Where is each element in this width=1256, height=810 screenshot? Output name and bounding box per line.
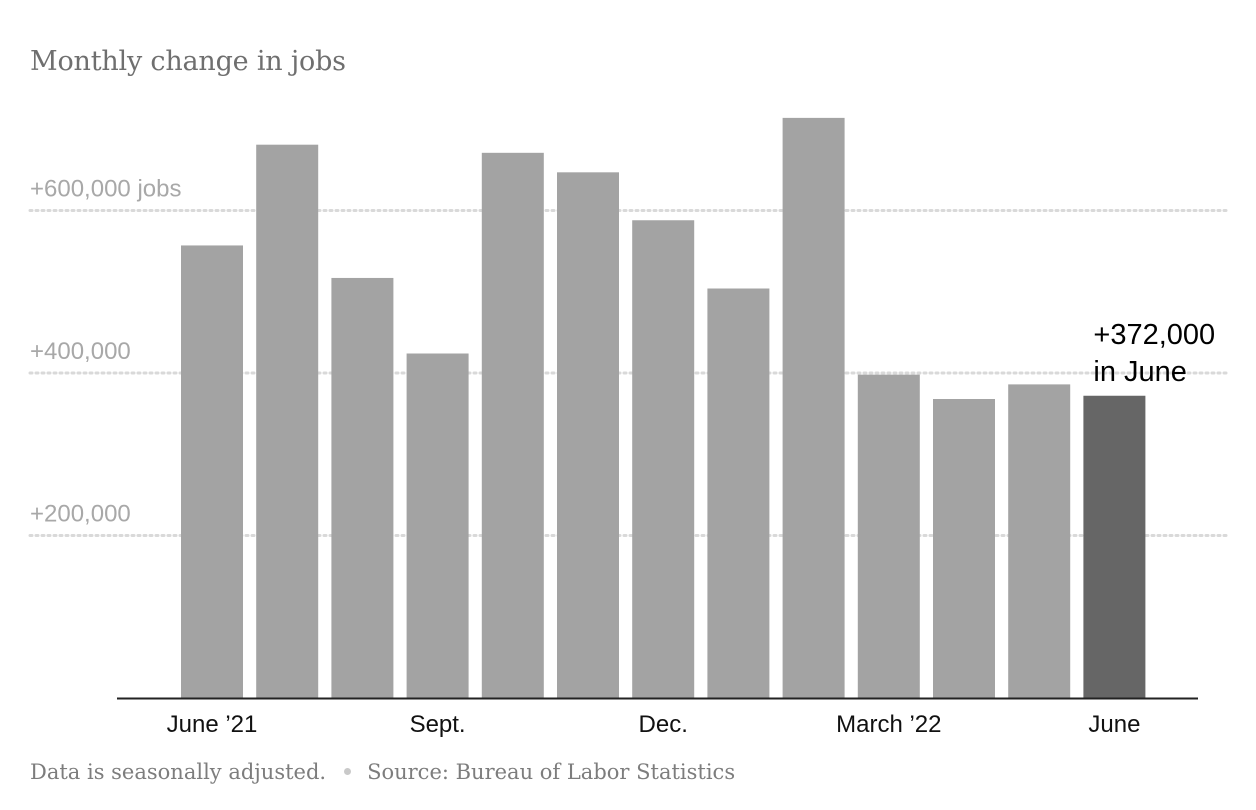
bar <box>782 117 845 698</box>
bar <box>331 277 394 698</box>
bar <box>933 399 995 698</box>
bar <box>707 288 770 698</box>
footer-source: Source: Bureau of Labor Statistics <box>367 760 736 784</box>
x-tick-label: March ’22 <box>836 711 941 738</box>
x-tick-label: Sept. <box>410 711 466 738</box>
y-tick-label: +200,000 <box>30 501 131 528</box>
bar <box>1083 395 1146 698</box>
chart-title: Monthly change in jobs <box>30 46 346 77</box>
footer-note: Data is seasonally adjusted. <box>30 760 327 784</box>
y-tick-label: +600,000 jobs <box>30 176 181 203</box>
x-tick-label: June ’21 <box>167 711 258 738</box>
bar <box>406 353 469 698</box>
x-tick-label: June <box>1088 711 1140 738</box>
bar <box>857 374 920 698</box>
x-tick-label: Dec. <box>639 711 688 738</box>
bar-annotation-label: +372,000 <box>1093 319 1215 351</box>
y-tick-label: +400,000 <box>30 338 131 365</box>
bar <box>256 144 319 698</box>
bar <box>481 152 544 698</box>
bar <box>632 220 695 698</box>
separator-dot-icon <box>344 768 352 775</box>
chart-footer: Data is seasonally adjusted. Source: Bure… <box>30 760 735 784</box>
bar <box>557 172 619 698</box>
bar <box>181 245 243 698</box>
bar-annotation-label: in June <box>1093 356 1187 388</box>
bar <box>1008 384 1071 698</box>
